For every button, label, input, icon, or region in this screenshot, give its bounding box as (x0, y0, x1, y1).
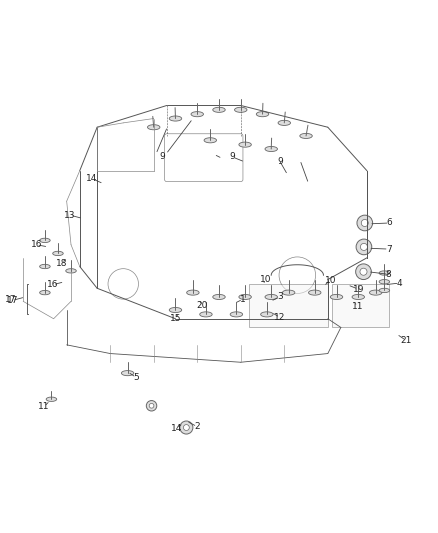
Ellipse shape (148, 125, 160, 130)
Circle shape (146, 400, 157, 411)
Ellipse shape (121, 370, 134, 376)
Ellipse shape (278, 120, 290, 125)
Ellipse shape (379, 288, 390, 293)
Ellipse shape (283, 290, 295, 295)
Text: 10: 10 (260, 275, 272, 284)
Ellipse shape (379, 280, 390, 284)
Text: 9: 9 (277, 157, 283, 166)
FancyBboxPatch shape (250, 284, 328, 327)
Text: 5: 5 (134, 373, 139, 382)
Ellipse shape (256, 111, 269, 117)
Ellipse shape (352, 294, 364, 300)
Text: 3: 3 (277, 293, 283, 302)
Circle shape (149, 403, 154, 408)
Text: 14: 14 (86, 174, 98, 183)
Ellipse shape (200, 312, 212, 317)
Text: 9: 9 (229, 152, 235, 161)
Circle shape (184, 425, 189, 431)
Text: 16: 16 (31, 240, 42, 249)
Circle shape (356, 264, 371, 279)
FancyBboxPatch shape (332, 284, 389, 327)
Circle shape (357, 215, 373, 231)
Text: 13: 13 (64, 211, 76, 220)
Ellipse shape (265, 147, 277, 151)
Ellipse shape (40, 264, 50, 269)
Ellipse shape (239, 294, 251, 300)
Text: 20: 20 (197, 301, 208, 310)
Text: 15: 15 (170, 314, 181, 323)
Ellipse shape (308, 290, 321, 295)
Ellipse shape (265, 294, 277, 300)
Text: 11: 11 (352, 302, 363, 311)
Text: 12: 12 (274, 313, 286, 322)
Ellipse shape (169, 308, 182, 312)
Text: 21: 21 (400, 336, 412, 345)
Text: 6: 6 (387, 219, 392, 228)
Ellipse shape (213, 294, 225, 300)
Circle shape (356, 239, 372, 255)
Ellipse shape (66, 269, 76, 273)
Text: 16: 16 (47, 280, 59, 289)
Text: 9: 9 (159, 152, 165, 161)
Ellipse shape (46, 397, 57, 401)
Text: 19: 19 (353, 285, 364, 294)
Circle shape (180, 421, 193, 434)
Ellipse shape (234, 107, 247, 112)
Ellipse shape (204, 138, 216, 143)
Ellipse shape (40, 290, 50, 295)
Text: 14: 14 (171, 424, 182, 433)
Text: 10: 10 (325, 276, 336, 285)
Ellipse shape (330, 294, 343, 300)
Circle shape (360, 268, 367, 275)
Ellipse shape (239, 142, 251, 147)
Ellipse shape (379, 271, 390, 275)
Ellipse shape (261, 312, 273, 317)
Ellipse shape (370, 290, 382, 295)
Ellipse shape (40, 238, 50, 243)
Text: 4: 4 (397, 279, 403, 287)
Ellipse shape (213, 107, 225, 112)
Ellipse shape (53, 251, 63, 256)
Text: 17: 17 (5, 295, 17, 304)
Ellipse shape (191, 111, 204, 117)
Text: 7: 7 (386, 245, 392, 254)
Circle shape (360, 244, 367, 251)
Text: 11: 11 (38, 402, 50, 411)
Text: 1: 1 (240, 295, 246, 304)
Text: 2: 2 (194, 422, 200, 431)
Text: 8: 8 (386, 270, 392, 279)
Ellipse shape (169, 116, 182, 121)
Ellipse shape (300, 133, 312, 139)
Ellipse shape (230, 312, 243, 317)
Circle shape (361, 220, 368, 227)
Ellipse shape (187, 290, 199, 295)
Text: 18: 18 (56, 259, 67, 268)
Text: 17: 17 (7, 296, 18, 305)
